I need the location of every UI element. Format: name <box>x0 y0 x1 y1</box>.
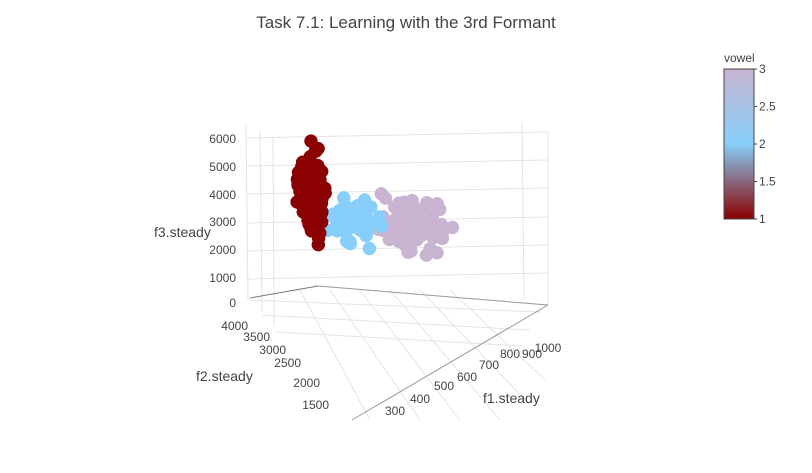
y-tick-label: 1500 <box>302 398 329 412</box>
colorbar-tick-label: 3 <box>759 62 766 76</box>
grid-line <box>359 289 461 421</box>
z-tick-label: 5000 <box>209 160 236 174</box>
grid-line <box>245 131 549 139</box>
grid-line <box>521 121 525 301</box>
x-tick-label: 500 <box>434 379 454 393</box>
point-vowel-2 <box>346 204 361 219</box>
grid-line <box>275 331 523 347</box>
x-tick-label: 900 <box>522 347 542 361</box>
data-points <box>290 134 460 262</box>
z-tick-label: 0 <box>229 296 236 310</box>
grid-line <box>329 289 421 421</box>
colorbar: vowel 1 1.5 2 2.5 3 <box>723 51 776 226</box>
point-vowel-3 <box>378 191 393 205</box>
point-vowel-1 <box>309 161 324 176</box>
point-vowel-2 <box>362 241 377 256</box>
grid-line <box>249 299 541 313</box>
chart-title: Task 7.1: Learning with the 3rd Formant <box>256 13 556 32</box>
axis-line <box>317 285 549 306</box>
grid-line <box>299 289 371 421</box>
grid-line <box>245 123 249 301</box>
x-tick-label: 600 <box>457 370 477 384</box>
x-tick-label: 1000 <box>535 341 562 355</box>
point-vowel-3 <box>398 225 413 239</box>
y-axis-title: f2.steady <box>196 368 253 384</box>
colorbar-tick-label: 2 <box>759 137 766 151</box>
z-axis-title: f3.steady <box>154 224 211 240</box>
grid-line <box>261 314 531 331</box>
y-tick-label: 4000 <box>221 319 248 333</box>
grid-line <box>245 272 549 280</box>
grid-line <box>272 136 275 327</box>
x-tick-label: 300 <box>385 404 405 418</box>
point-vowel-3 <box>430 196 444 211</box>
point-vowel-3 <box>407 217 421 232</box>
point-vowel-1 <box>299 191 313 206</box>
grid-line <box>389 289 501 421</box>
colorbar-title: vowel <box>724 51 755 65</box>
colorbar-tick-label: 2.5 <box>759 100 776 114</box>
point-vowel-3 <box>435 226 450 240</box>
grid-line <box>245 244 549 252</box>
z-tick-label: 1000 <box>209 271 236 285</box>
z-tick-label: 6000 <box>209 132 236 146</box>
3d-grid <box>245 121 549 421</box>
x-tick-label: 400 <box>410 392 430 406</box>
point-vowel-1 <box>293 180 307 195</box>
grid-line <box>259 129 263 313</box>
y-tick-label: 3500 <box>243 330 270 344</box>
point-vowel-2 <box>360 224 375 238</box>
colorbar-gradient <box>723 68 755 220</box>
point-vowel-1 <box>309 142 323 157</box>
colorbar-ticks: 1 1.5 2 2.5 3 <box>754 62 776 226</box>
grid-line <box>245 159 549 167</box>
z-tick-label: 4000 <box>209 188 236 202</box>
point-vowel-2 <box>333 206 348 220</box>
z-tick-label: 2000 <box>209 243 236 257</box>
axis-line <box>351 304 549 421</box>
x-tick-label: 700 <box>479 358 499 372</box>
x-tick-label: 800 <box>500 347 520 361</box>
point-vowel-3 <box>420 216 434 231</box>
axis-ticks: 0100020003000400050006000150020002500300… <box>209 132 561 418</box>
point-vowel-1 <box>314 186 329 201</box>
x-axis-title: f1.steady <box>483 390 540 406</box>
point-vowel-3 <box>419 248 434 262</box>
y-tick-label: 2500 <box>274 356 301 370</box>
y-tick-label: 2000 <box>293 376 320 390</box>
axis-line <box>249 285 319 299</box>
y-tick-label: 3000 <box>259 343 286 357</box>
colorbar-tick-label: 1 <box>759 212 766 226</box>
grid-line <box>245 187 549 195</box>
colorbar-tick-label: 1.5 <box>759 175 776 189</box>
point-vowel-1 <box>304 224 319 238</box>
point-vowel-3 <box>402 203 416 217</box>
z-tick-label: 3000 <box>209 215 236 229</box>
